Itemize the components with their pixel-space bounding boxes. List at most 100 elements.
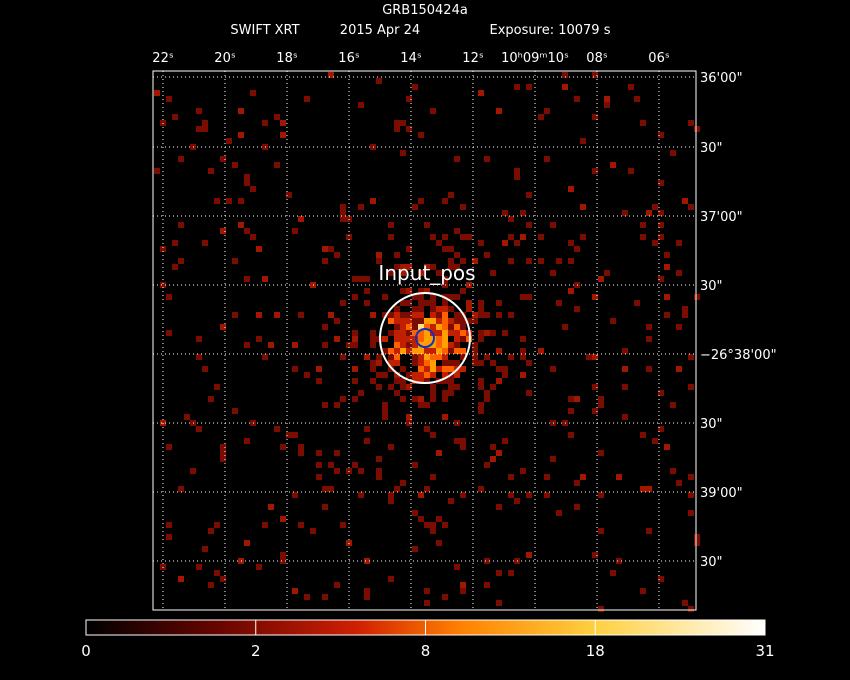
pixel [658,426,664,432]
pixel [442,306,448,312]
pixel [550,222,556,228]
pixel [388,384,394,390]
pixel [400,120,406,126]
pixel [448,360,454,366]
pixel [436,342,442,348]
pixel [406,348,412,354]
pixel [322,594,328,600]
pixel [520,294,526,300]
pixel [592,114,598,120]
pixel [460,354,466,360]
pixel [508,234,514,240]
pixel [442,336,448,342]
pixel [394,378,400,384]
pixel [598,276,604,282]
pixel [292,228,298,234]
pixel [484,462,490,468]
pixel [628,168,634,174]
pixel [568,288,574,294]
pixel [340,354,346,360]
pixel [262,522,268,528]
pixel [172,240,178,246]
pixel [568,396,574,402]
pixel [412,354,418,360]
marker-label: Input_pos [378,261,475,285]
pixel [400,330,406,336]
pixel [550,366,556,372]
pixel [232,258,238,264]
pixel [430,384,436,390]
pixel [448,342,454,348]
pixel [388,312,394,318]
pixel [478,402,484,408]
pixel [394,330,400,336]
pixel [334,252,340,258]
pixel [688,354,694,360]
pixel [490,384,496,390]
pixel [250,90,256,96]
pixel [676,270,682,276]
pixel [388,360,394,366]
pixel [370,342,376,348]
pixel [442,276,448,282]
pixel [598,396,604,402]
pixel [484,582,490,588]
pixel [586,354,592,360]
pixel [418,402,424,408]
pixel [424,372,430,378]
pixel [574,96,580,102]
pixel [646,210,652,216]
pixel [454,252,460,258]
pixel [544,108,550,114]
pixel [298,450,304,456]
pixel [364,426,370,432]
pixel [220,156,226,162]
pixel [568,240,574,246]
pixel [454,318,460,324]
pixel [412,546,418,552]
pixel [280,516,286,522]
pixel [352,276,358,282]
pixel [358,276,364,282]
pixel [538,348,544,354]
pixel [364,300,370,306]
pixel [400,312,406,318]
pixel [520,348,526,354]
pixel [178,156,184,162]
pixel [640,486,646,492]
pixel [664,264,670,270]
pixel [424,264,430,270]
pixel [346,342,352,348]
pixel [664,294,670,300]
pixel [220,576,226,582]
pixel [454,384,460,390]
pixel [466,306,472,312]
pixel [436,240,442,246]
pixel [220,444,226,450]
pixel [238,108,244,114]
ra-label: 14ˢ [400,51,422,66]
pixel [478,378,484,384]
pixel [178,486,184,492]
pixel [328,246,334,252]
pixel [490,360,496,366]
pixel [322,402,328,408]
pixel [526,360,532,366]
pixel [322,342,328,348]
pixel [400,336,406,342]
pixel [292,366,298,372]
pixel [508,474,514,480]
pixel [202,120,208,126]
pixel [436,516,442,522]
pixel [460,336,466,342]
pixel [592,354,598,360]
instrument: SWIFT XRT [230,23,299,38]
pixel [484,558,490,564]
pixel [646,528,652,534]
pixel [442,234,448,240]
pixel [370,378,376,384]
pixel [466,300,472,306]
pixel [604,96,610,102]
pixel [448,378,454,384]
pixel [400,264,406,270]
